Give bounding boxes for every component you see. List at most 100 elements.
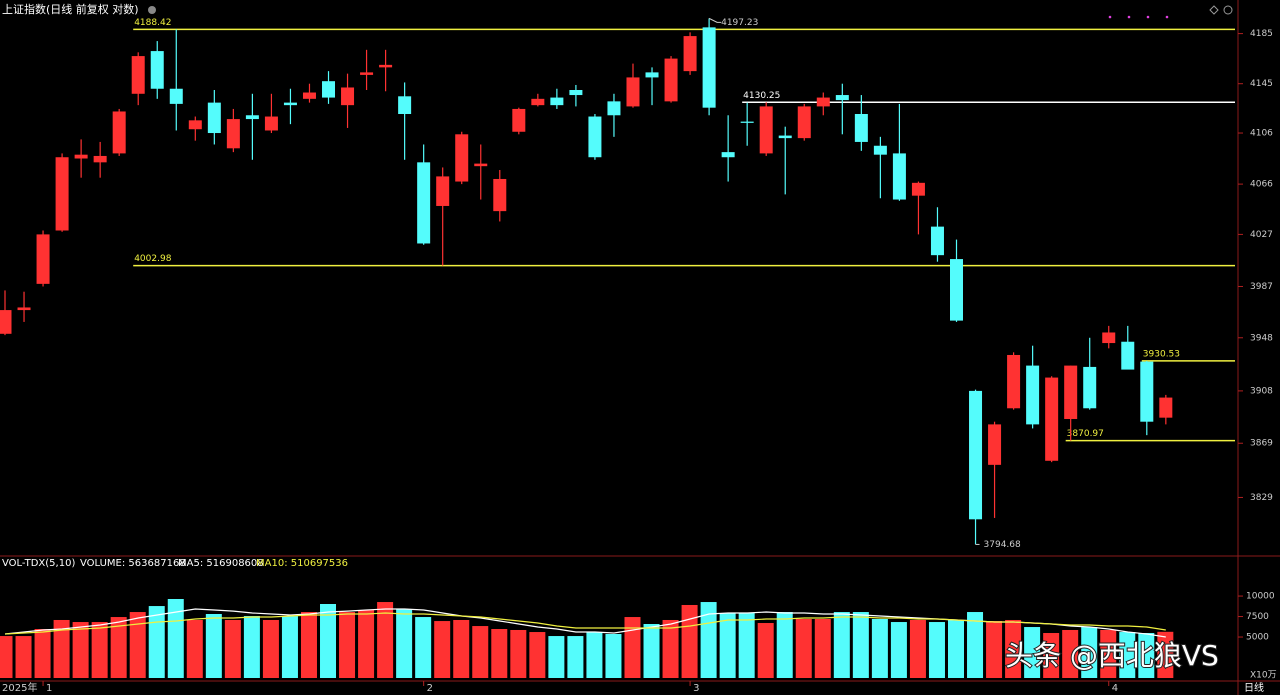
level-label: 3930.53 (1143, 349, 1180, 359)
candle-body (1140, 361, 1154, 422)
volume-bar (167, 599, 184, 678)
candle-body (550, 97, 564, 106)
toolbar-icon[interactable] (1223, 5, 1233, 15)
y-tick-label: 3869 (1250, 439, 1273, 449)
volume-bar (1024, 627, 1041, 678)
candle-body (264, 116, 278, 131)
volume-bar (243, 616, 260, 678)
volume-bar (890, 622, 907, 678)
volume-bar (948, 619, 964, 678)
volume-bar (129, 612, 146, 678)
volume-bar (110, 617, 127, 678)
annotation: 3794.68 (984, 540, 1021, 550)
volume-unit: X10万 (1250, 671, 1277, 681)
candle-body (607, 101, 621, 116)
volume-bar (624, 617, 641, 678)
volume-bar (15, 636, 32, 678)
candle-body (702, 27, 716, 108)
candle-body (911, 182, 925, 196)
level-label: 4188.42 (134, 18, 171, 28)
toolbar-icon[interactable] (1209, 5, 1219, 15)
y-tick-label: 3829 (1250, 493, 1273, 503)
volume-bar (548, 636, 565, 678)
volume-bar (681, 604, 698, 678)
candle-body (873, 145, 887, 155)
x-tick-label: 3 (693, 683, 699, 694)
candle-body (0, 310, 12, 334)
volume-bar (224, 619, 241, 678)
annotation: 4197.23 (721, 18, 758, 28)
volume-bar (757, 623, 774, 678)
volume-bar (453, 619, 470, 678)
x-tick-label: 4 (1112, 683, 1118, 694)
volume-bar (434, 621, 451, 678)
candle-body (759, 106, 773, 154)
candle-body (1026, 365, 1040, 425)
candle-body (892, 153, 906, 200)
candle-body (436, 176, 450, 206)
volume-bar (205, 614, 222, 678)
volume-bar (1081, 627, 1098, 678)
y-tick-label: 7500 (1246, 612, 1269, 622)
candle-body (360, 72, 374, 75)
candle-body (626, 77, 640, 107)
candle-body (245, 115, 259, 120)
volume-bar (700, 602, 717, 678)
period-label: 日线 (1244, 681, 1264, 694)
volume-bar (795, 619, 812, 678)
candle-body (1064, 365, 1078, 420)
volume-bar (967, 612, 984, 678)
candle-body (93, 155, 107, 163)
candle-body (398, 96, 412, 115)
watermark: 头条 @西北狼VS (1005, 639, 1219, 672)
candle-body (797, 106, 811, 139)
volume-bar (300, 612, 317, 678)
candle-body (417, 162, 431, 244)
volume-bar (34, 628, 51, 678)
volume-bar (1119, 632, 1136, 678)
candle-body (17, 307, 31, 311)
volume-legend: MA10: 510697536 (256, 558, 348, 569)
volume-bar (148, 606, 165, 678)
annotation-pointer (708, 17, 722, 23)
y-tick-label: 4027 (1250, 230, 1273, 240)
y-tick-label: 3948 (1250, 333, 1273, 343)
x-tick-label: 1 (46, 683, 52, 694)
volume-bar (1005, 619, 1022, 678)
x-tick-label: 2 (427, 683, 433, 694)
candle-body (740, 121, 754, 123)
volume-bar (814, 619, 831, 678)
chart-title: 上证指数(日线 前复权 对数) (2, 2, 139, 16)
settings-icon[interactable] (148, 6, 156, 14)
volume-bar (1062, 629, 1079, 678)
volume-bar (1138, 633, 1155, 678)
y-tick-label: 4106 (1250, 129, 1273, 139)
candle-body (302, 92, 316, 99)
level-label: 4002.98 (134, 254, 171, 264)
candle-body (950, 259, 963, 321)
ma-line (4, 612, 1166, 635)
candle-body (645, 72, 659, 78)
candle-body (36, 234, 50, 284)
candle-body (322, 81, 336, 98)
y-tick-label: 5000 (1246, 633, 1269, 643)
candle-body (512, 108, 526, 132)
candle-body (1045, 377, 1059, 461)
volume-bar (320, 604, 337, 678)
candle-body (721, 152, 735, 158)
volume-legend: VOL-TDX(5,10) (2, 558, 75, 569)
y-tick-label: 4066 (1250, 180, 1273, 190)
y-tick-label: 10000 (1246, 592, 1275, 602)
candle-body (588, 116, 602, 158)
volume-bar (510, 629, 527, 678)
volume-bar (928, 622, 945, 678)
candle-body (131, 56, 145, 94)
volume-bar (567, 636, 584, 678)
candle-body (778, 135, 792, 139)
volume-bar (53, 619, 70, 678)
candle-body (664, 58, 678, 102)
candle-body (169, 88, 183, 104)
y-tick-label: 4185 (1250, 29, 1273, 39)
